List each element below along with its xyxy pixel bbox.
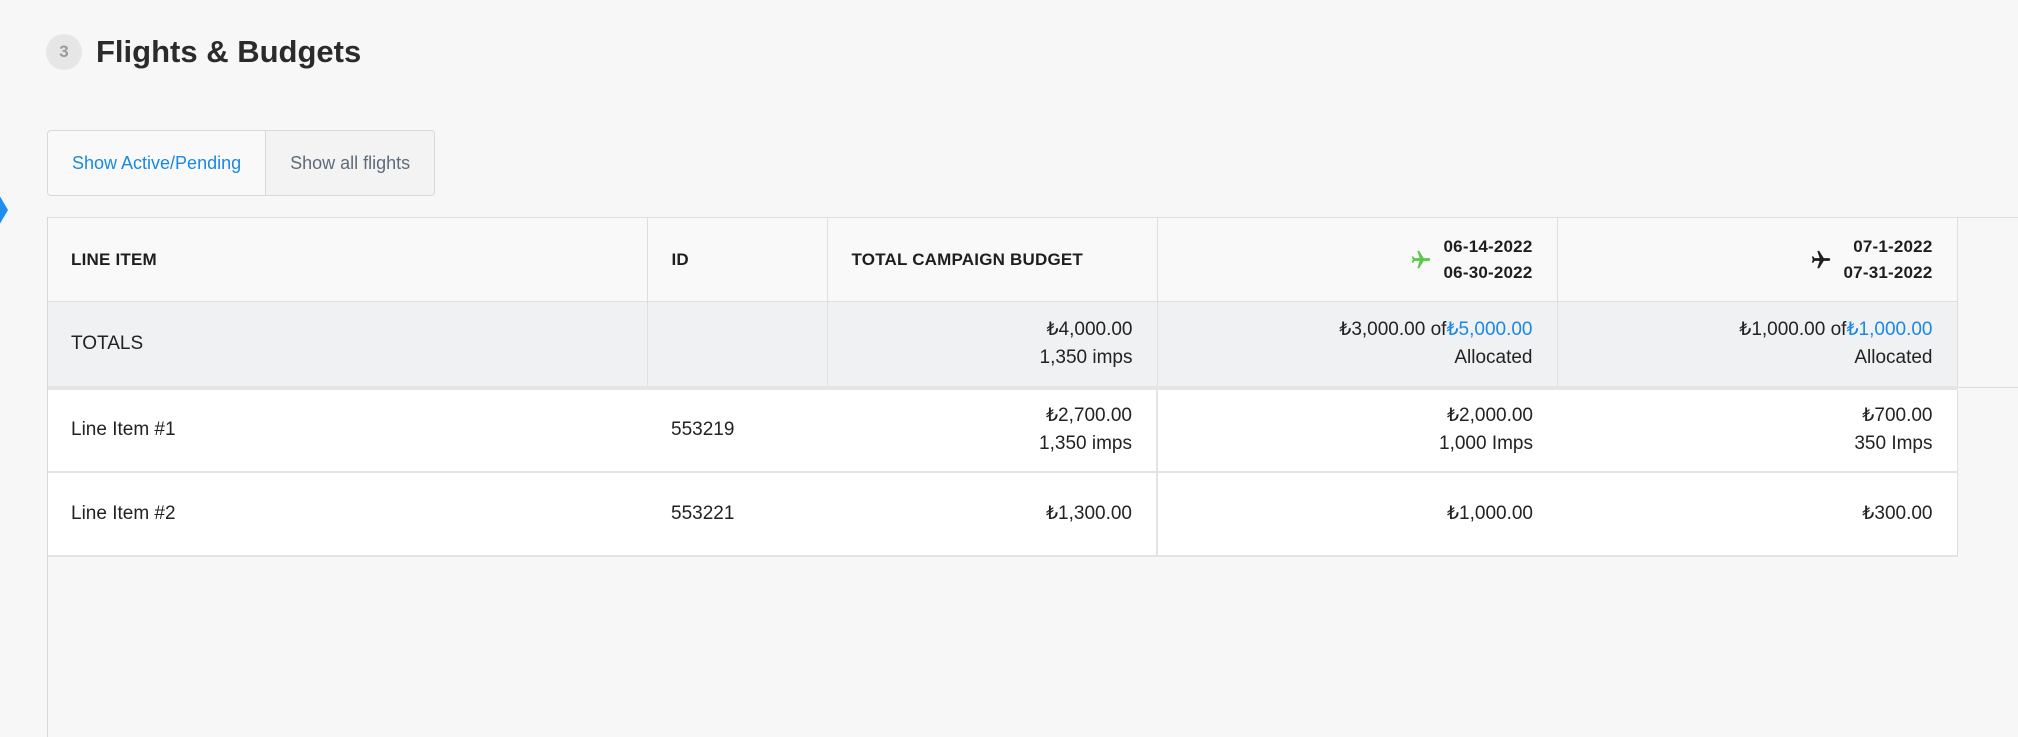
totals-flight-2-status: Allocated — [1854, 346, 1933, 368]
line-item-flight-2-cell: ₺300.00 — [1557, 471, 1958, 557]
line-item-name: Line Item #1 — [47, 387, 647, 473]
table-row[interactable]: Line Item #2 553221 ₺1,300.00 ₺1,000.00 … — [47, 471, 1958, 557]
step-badge: 3 — [46, 34, 82, 70]
flight-1-end-date: 06-30-2022 — [1443, 262, 1533, 282]
column-header-flight-2[interactable]: 07-1-2022 07-31-2022 — [1557, 217, 1958, 302]
flight-1-start-date: 06-14-2022 — [1443, 236, 1533, 256]
line-item-flight-2-amount: ₺700.00 — [1862, 405, 1933, 426]
totals-divider — [1958, 387, 2018, 388]
flight-filter-toggle: Show Active/Pending Show all flights — [47, 130, 436, 196]
totals-flight-2-of: of — [1830, 318, 1847, 340]
section-header: 3 Flights & Budgets — [46, 34, 361, 70]
line-item-flight-2-imps: 350 Imps — [1854, 433, 1933, 454]
line-item-name: Line Item #2 — [47, 471, 647, 557]
header-divider — [1958, 217, 2018, 218]
column-header-line-item: LINE ITEM — [47, 217, 648, 302]
totals-budget-cell: ₺4,000.00 1,350 imps — [827, 301, 1158, 390]
totals-flight-1-of: of — [1430, 318, 1447, 340]
line-item-flight-1-imps: 1,000 Imps — [1439, 433, 1533, 454]
totals-flight-1-total-link[interactable]: ₺5,000.00 — [1446, 318, 1533, 340]
line-item-id: 553219 — [647, 387, 827, 473]
totals-flight-1-status: Allocated — [1454, 346, 1533, 368]
table-header-row: LINE ITEM ID TOTAL CAMPAIGN BUDGET 06-14… — [47, 217, 1958, 302]
line-item-flight-1-amount: ₺1,000.00 — [1446, 502, 1533, 524]
totals-flight-1-allocated: ₺3,000.00 — [1339, 318, 1426, 340]
plane-icon — [1410, 249, 1432, 271]
line-item-budget-cell: ₺1,300.00 — [827, 471, 1158, 557]
show-all-flights-button[interactable]: Show all flights — [265, 131, 435, 195]
totals-id-cell — [647, 301, 828, 390]
plane-icon — [1810, 249, 1832, 271]
line-item-budget: ₺2,700.00 — [1045, 405, 1132, 426]
line-item-id: 553221 — [647, 471, 827, 557]
line-item-budget-cell: ₺2,700.00 1,350 imps — [827, 387, 1158, 473]
totals-imps: 1,350 imps — [1039, 346, 1133, 368]
line-item-flight-1-cell: ₺1,000.00 — [1157, 471, 1557, 557]
page-title: Flights & Budgets — [96, 34, 362, 69]
column-header-id: ID — [647, 217, 828, 302]
column-header-flight-1[interactable]: 06-14-2022 06-30-2022 — [1157, 217, 1558, 302]
flight-2-start-date: 07-1-2022 — [1853, 236, 1933, 256]
totals-flight-2-allocated: ₺1,000.00 — [1739, 318, 1826, 340]
totals-flight-2-cell: ₺1,000.00 of₺1,000.00 Allocated — [1557, 301, 1958, 390]
line-item-budget: ₺1,300.00 — [1045, 502, 1132, 524]
line-item-imps: 1,350 imps — [1039, 433, 1132, 454]
totals-flight-1-cell: ₺3,000.00 of₺5,000.00 Allocated — [1157, 301, 1558, 390]
section-pointer — [0, 190, 8, 230]
line-item-flight-2-amount: ₺300.00 — [1862, 502, 1933, 524]
totals-flight-2-total-link[interactable]: ₺1,000.00 — [1846, 318, 1933, 340]
line-item-flight-2-cell: ₺700.00 350 Imps — [1557, 387, 1958, 473]
totals-row: TOTALS ₺4,000.00 1,350 imps ₺3,000.00 of… — [47, 301, 1958, 390]
show-active-pending-button[interactable]: Show Active/Pending — [48, 131, 266, 195]
flight-2-end-date: 07-31-2022 — [1843, 262, 1933, 282]
column-header-total-budget: TOTAL CAMPAIGN BUDGET — [827, 217, 1158, 302]
table-row[interactable]: Line Item #1 553219 ₺2,700.00 1,350 imps… — [47, 387, 1958, 473]
line-item-flight-1-amount: ₺2,000.00 — [1446, 405, 1533, 426]
totals-label: TOTALS — [47, 301, 648, 390]
flights-budget-table: LINE ITEM ID TOTAL CAMPAIGN BUDGET 06-14… — [47, 217, 1958, 736]
line-item-flight-1-cell: ₺2,000.00 1,000 Imps — [1157, 387, 1557, 473]
totals-budget: ₺4,000.00 — [1046, 318, 1133, 340]
